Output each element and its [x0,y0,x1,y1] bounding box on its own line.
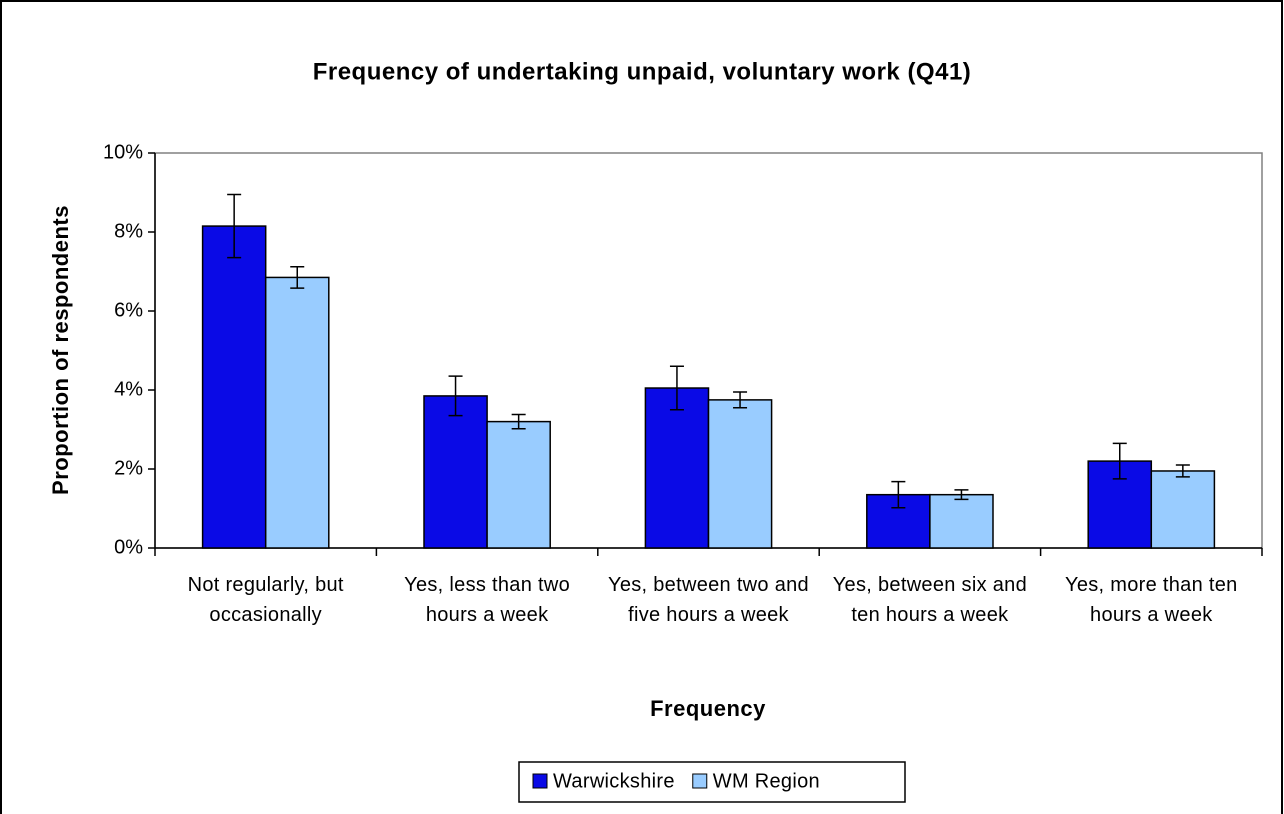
x-tick-label: Yes, between six and ten hours a week [832,574,1028,626]
y-tick-label: 2% [114,457,143,479]
error-bar [669,365,684,411]
legend-label: Warwickshire [553,770,675,792]
y-tick-label: 0% [114,536,143,558]
x-tick-label: Yes, less than two hours a week [404,574,571,626]
legend-label: WM Region [713,770,820,792]
y-axis-label: Proportion of respondents [48,205,73,495]
error-bar [511,413,526,430]
bar [423,395,488,549]
bar [644,387,710,549]
bar [486,420,551,549]
chart-title: Frequency of undertaking unpaid, volunta… [313,58,972,85]
error-bar [290,266,305,289]
legend-swatch [532,773,548,789]
x-tick-label: Yes, between two and five hours a week [608,574,809,626]
y-tick-label: 8% [114,220,143,242]
bar [707,399,773,549]
error-bar [448,375,463,417]
error-bar [954,489,969,501]
legend-swatch [692,773,708,789]
error-bar [1112,442,1127,480]
bar [1150,470,1216,549]
error-bar [1175,464,1190,478]
y-tick-label: 6% [114,299,143,321]
error-bar [227,193,242,259]
y-tick-label: 10% [103,141,143,163]
legend-box [518,761,906,803]
x-axis-label: Frequency [650,696,766,721]
y-tick-label: 4% [114,378,143,400]
bar [929,493,994,549]
error-bar [733,391,748,409]
x-tick-label: Not regularly, but occasionally [187,574,344,626]
bar [264,276,330,549]
bar [201,225,267,549]
error-bar [891,480,906,509]
x-tick-label: Yes, more than ten hours a week [1065,574,1238,626]
